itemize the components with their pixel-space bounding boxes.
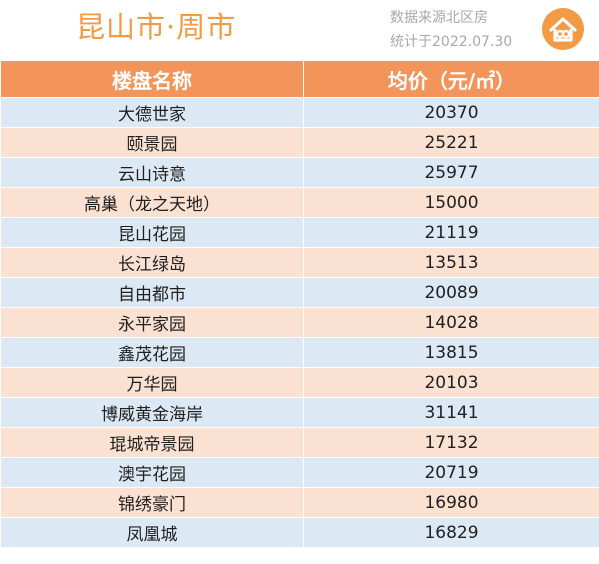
average-price-cell: 13815	[303, 337, 599, 368]
average-price-cell: 15000	[303, 187, 599, 218]
table-row: 长江绿岛 13513	[0, 247, 599, 278]
table-body: 大德世家 20370 颐景园 25221 云山诗意 25977 高巢（龙之天地） 15000 昆…	[0, 97, 599, 548]
property-name-cell: 颐景园	[0, 127, 304, 158]
table-row: 博威黄金海岸 31141	[0, 397, 599, 428]
average-price-cell: 20089	[303, 277, 599, 308]
average-price-cell: 14028	[303, 307, 599, 338]
property-name-cell: 云山诗意	[0, 157, 304, 188]
property-name-cell: 永平家园	[0, 307, 304, 338]
property-name-cell: 澳宇花园	[0, 457, 304, 488]
property-name-cell: 长江绿岛	[0, 247, 304, 278]
data-source-label: 数据来源北区房	[390, 10, 488, 26]
property-name-cell: 博威黄金海岸	[0, 397, 304, 428]
property-name-cell: 自由都市	[0, 277, 304, 308]
table-header-row: 楼盘名称 均价（元/㎡）	[0, 60, 599, 98]
page-title: 昆山市·周市	[76, 10, 237, 44]
property-name-cell: 凤凰城	[0, 517, 304, 548]
property-name-cell: 鑫茂花园	[0, 337, 304, 368]
property-name-cell: 锦绣豪门	[0, 487, 304, 518]
property-name-cell: 琨城帝景园	[0, 427, 304, 458]
average-price-cell: 16829	[303, 517, 599, 548]
average-price-cell: 21119	[303, 217, 599, 248]
table-row: 琨城帝景园 17132	[0, 427, 599, 458]
table-row: 自由都市 20089	[0, 277, 599, 308]
table-row: 昆山花园 21119	[0, 217, 599, 248]
property-name-cell: 大德世家	[0, 97, 304, 128]
average-price-cell: 20719	[303, 457, 599, 488]
average-price-cell: 17132	[303, 427, 599, 458]
table-row: 澳宇花园 20719	[0, 457, 599, 488]
average-price-cell: 25977	[303, 157, 599, 188]
column-header-name: 楼盘名称	[0, 60, 304, 98]
price-table: 楼盘名称 均价（元/㎡） 大德世家 20370 颐景园 25221 云山诗意 25977 高…	[0, 60, 599, 548]
page-header: 昆山市·周市 数据来源北区房 统计于2022.07.30	[0, 0, 599, 60]
average-price-cell: 20370	[303, 97, 599, 128]
property-name-cell: 昆山花园	[0, 217, 304, 248]
table-row: 锦绣豪门 16980	[0, 487, 599, 518]
statistics-date-label: 统计于2022.07.30	[390, 34, 513, 50]
property-name-cell: 万华园	[0, 367, 304, 398]
average-price-cell: 25221	[303, 127, 599, 158]
average-price-cell: 31141	[303, 397, 599, 428]
average-price-cell: 13513	[303, 247, 599, 278]
average-price-cell: 16980	[303, 487, 599, 518]
average-price-cell: 20103	[303, 367, 599, 398]
table-row: 颐景园 25221	[0, 127, 599, 158]
column-header-price: 均价（元/㎡）	[303, 60, 599, 98]
table-row: 大德世家 20370	[0, 97, 599, 128]
house-logo-icon	[542, 8, 584, 50]
table-row: 鑫茂花园 13815	[0, 337, 599, 368]
table-row: 高巢（龙之天地） 15000	[0, 187, 599, 218]
property-name-cell: 高巢（龙之天地）	[0, 187, 304, 218]
table-row: 云山诗意 25977	[0, 157, 599, 188]
table-row: 万华园 20103	[0, 367, 599, 398]
table-row: 凤凰城 16829	[0, 517, 599, 548]
table-row: 永平家园 14028	[0, 307, 599, 338]
